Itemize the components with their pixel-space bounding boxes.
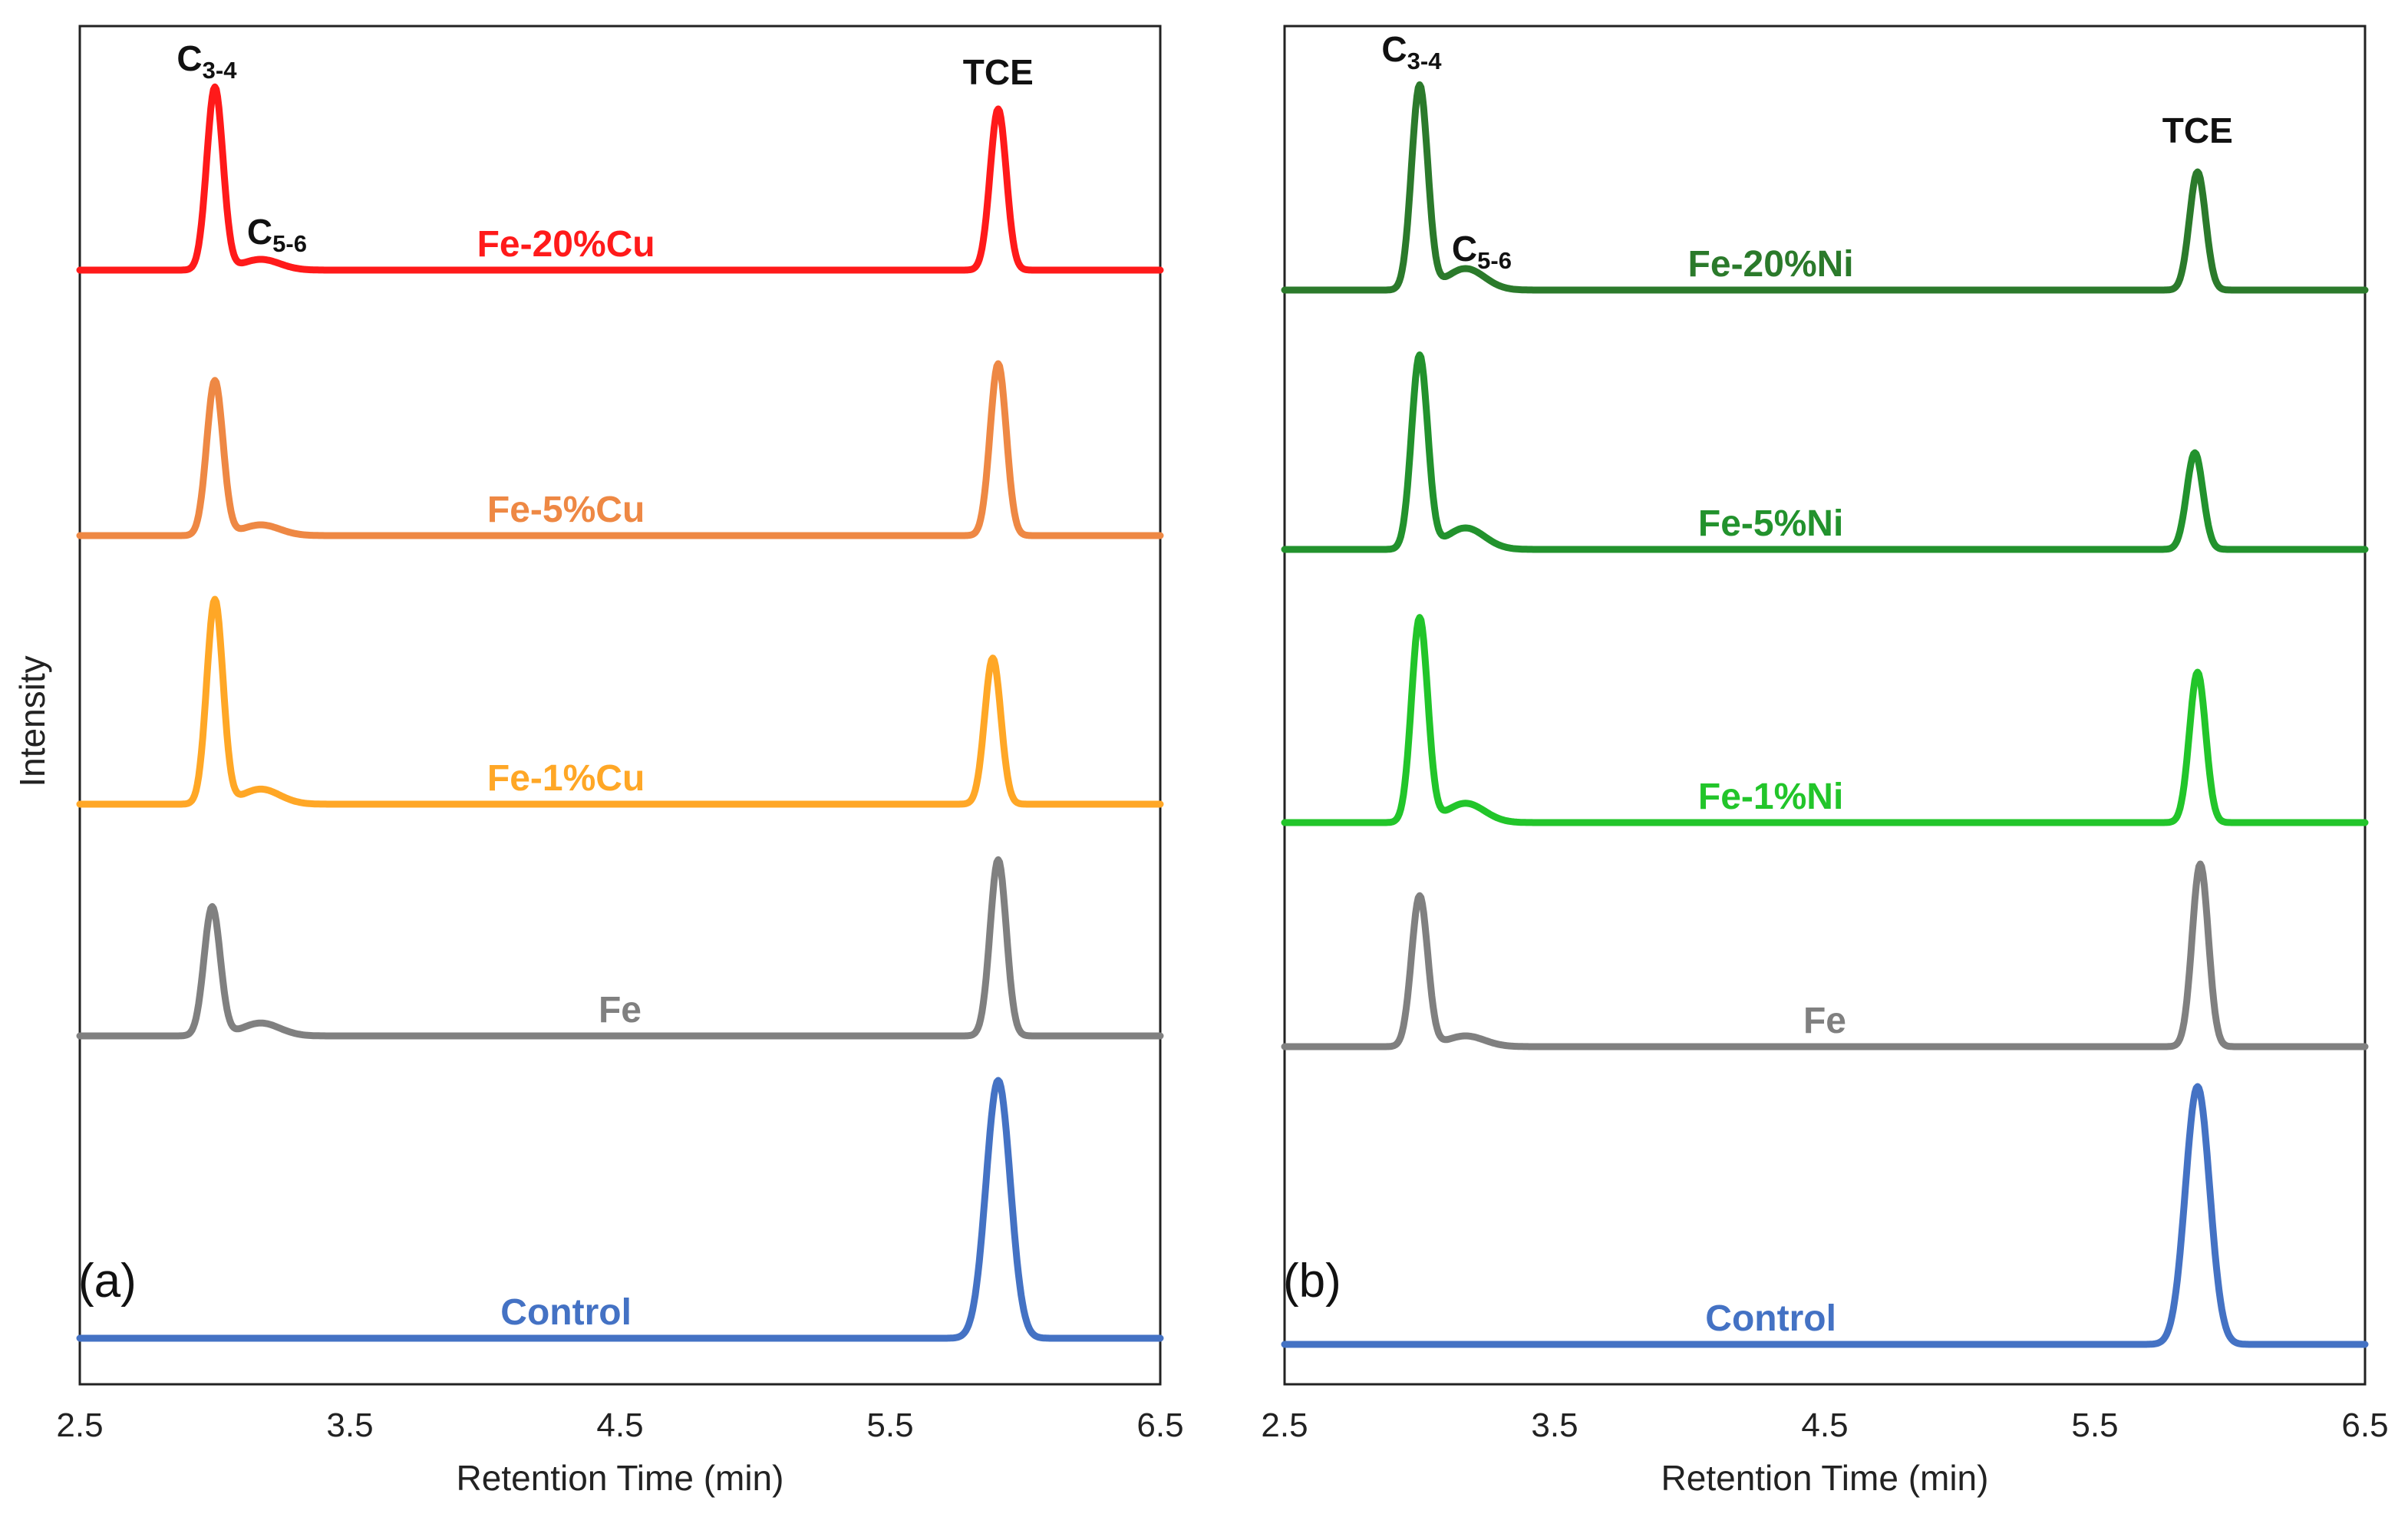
series-line-fe: [1281, 860, 2369, 1050]
y-axis-title: Intensity: [12, 655, 52, 787]
series-label: Fe: [599, 990, 642, 1031]
plot-frame: [1283, 25, 2367, 1386]
series-line-control: [1281, 1083, 2369, 1348]
series-label: Control: [1705, 1298, 1836, 1339]
peak-label: C5-6: [1452, 229, 1512, 274]
series-line-control: [76, 1077, 1164, 1342]
panel-b: 2.5 3.5 4.5 5.5 6.5 Retention Time (min) (b) Fe…: [1261, 25, 2389, 1498]
series-line-fe-20-ni: [1281, 81, 2369, 294]
x-tick-label: 3.5: [1531, 1407, 1578, 1444]
series-label: Fe-20%Cu: [477, 224, 655, 265]
series-label: Fe-1%Ni: [1698, 777, 1843, 817]
series-line-fe-5-ni: [1281, 351, 2369, 553]
panel-letter: (a): [78, 1255, 137, 1308]
series-line-fe-20-cu: [76, 83, 1164, 274]
x-tick-label: 2.5: [1261, 1407, 1308, 1444]
peak-label: TCE: [2162, 110, 2233, 150]
x-tick-label: 6.5: [2341, 1407, 2388, 1444]
x-axis-title: Retention Time (min): [457, 1458, 784, 1498]
peak-label: C3-4: [176, 38, 237, 84]
x-tick-label: 6.5: [1136, 1407, 1183, 1444]
x-axis-title: Retention Time (min): [1661, 1458, 1989, 1498]
series-line-fe: [76, 856, 1164, 1040]
plot-frame: [78, 25, 1162, 1386]
peak-label: TCE: [963, 52, 1034, 92]
panel-letter: (b): [1283, 1255, 1341, 1308]
x-tick-label: 5.5: [2071, 1407, 2118, 1444]
series-label: Fe: [1803, 1001, 1846, 1041]
series-line-fe-1-ni: [1281, 614, 2369, 826]
series-label: Fe-5%Cu: [487, 490, 645, 530]
series-line-fe-1-cu: [76, 595, 1164, 808]
peak-label: C3-4: [1381, 29, 1442, 74]
series-line-fe-5-cu: [76, 360, 1164, 539]
series-label: Fe-20%Ni: [1688, 244, 1854, 285]
x-tick-label: 4.5: [1801, 1407, 1848, 1444]
x-tick-label: 5.5: [866, 1407, 913, 1444]
series-label: Fe-1%Cu: [487, 758, 645, 799]
x-tick-label: 3.5: [326, 1407, 373, 1444]
series-label: Fe-5%Ni: [1698, 503, 1843, 544]
peak-label: C5-6: [247, 212, 307, 257]
panel-a: 2.5 3.5 4.5 5.5 6.5 Retention Time (min) (a) Fe…: [56, 25, 1184, 1498]
series-label: Control: [500, 1292, 632, 1333]
x-tick-label: 2.5: [56, 1407, 103, 1444]
x-tick-label: 4.5: [596, 1407, 643, 1444]
